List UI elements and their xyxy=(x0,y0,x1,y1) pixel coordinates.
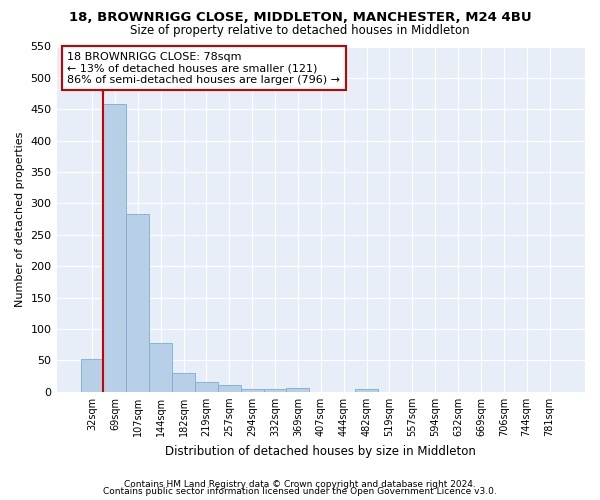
X-axis label: Distribution of detached houses by size in Middleton: Distribution of detached houses by size … xyxy=(166,444,476,458)
Bar xyxy=(286,388,310,392)
Bar xyxy=(218,385,241,392)
Bar xyxy=(149,343,172,392)
Bar xyxy=(103,104,127,392)
Bar xyxy=(195,382,218,392)
Text: Contains public sector information licensed under the Open Government Licence v3: Contains public sector information licen… xyxy=(103,488,497,496)
Bar xyxy=(355,388,378,392)
Text: Contains HM Land Registry data © Crown copyright and database right 2024.: Contains HM Land Registry data © Crown c… xyxy=(124,480,476,489)
Bar xyxy=(241,388,263,392)
Bar xyxy=(263,388,286,392)
Text: 18 BROWNRIGG CLOSE: 78sqm
← 13% of detached houses are smaller (121)
86% of semi: 18 BROWNRIGG CLOSE: 78sqm ← 13% of detac… xyxy=(67,52,340,85)
Text: 18, BROWNRIGG CLOSE, MIDDLETON, MANCHESTER, M24 4BU: 18, BROWNRIGG CLOSE, MIDDLETON, MANCHEST… xyxy=(68,11,532,24)
Bar xyxy=(172,373,195,392)
Y-axis label: Number of detached properties: Number of detached properties xyxy=(15,132,25,307)
Bar xyxy=(80,358,103,392)
Bar xyxy=(127,214,149,392)
Text: Size of property relative to detached houses in Middleton: Size of property relative to detached ho… xyxy=(130,24,470,37)
